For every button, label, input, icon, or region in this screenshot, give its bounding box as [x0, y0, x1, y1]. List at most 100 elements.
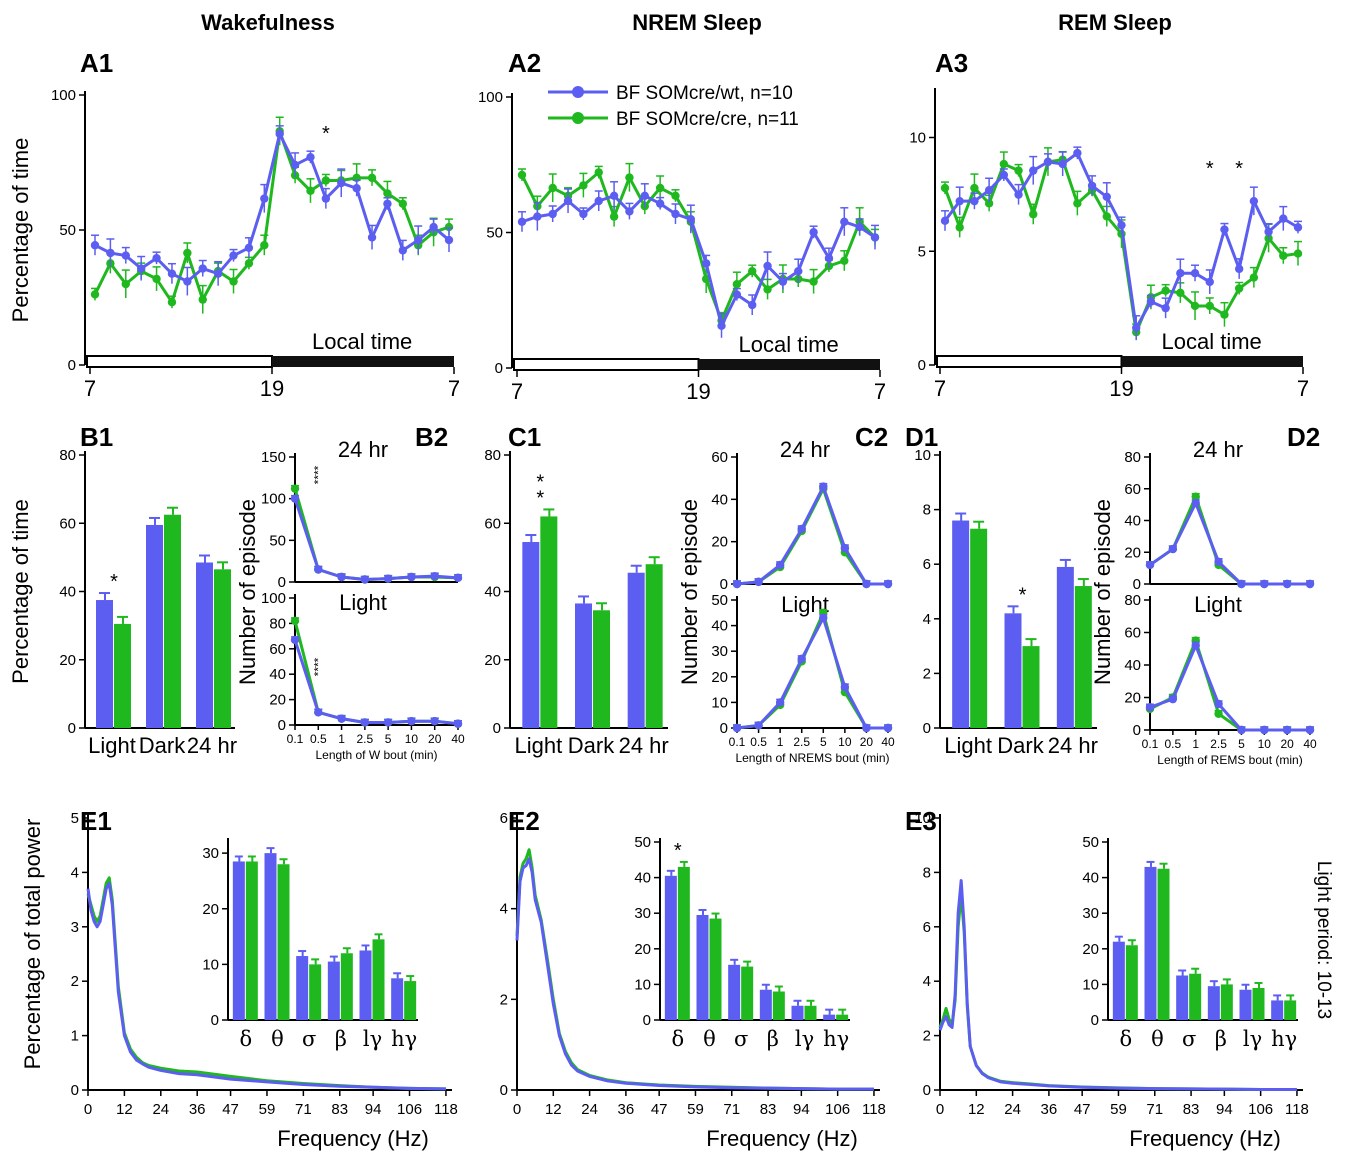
panel-a3-series-cre-point [955, 223, 964, 232]
panel-e1-inset-y-tick-label: 20 [202, 901, 219, 918]
panel-a2-series-wt-point [671, 209, 680, 219]
panel-b2-24hr-y-tick-label: 150 [261, 449, 286, 466]
panel-c1-y-tick-label: 40 [484, 584, 501, 601]
panel-a3-series-wt-point [1234, 264, 1244, 274]
panel-a1-series-wt-point [136, 264, 146, 273]
panel-label-c2: C2 [855, 422, 888, 452]
panel-e2-inset-y-tick-label: 50 [634, 834, 651, 851]
panel-d2-light-x-tick-label: 1 [1192, 737, 1199, 751]
panel-e2-inset-bar-wt [823, 1014, 836, 1020]
panel-e2-x-tick-label: 71 [723, 1101, 740, 1118]
panel-b2-light-series-wt-point [407, 716, 416, 726]
panel-d2-light-series-cre-point [1214, 709, 1223, 718]
panel-e2-x-tick-label: 47 [651, 1101, 668, 1118]
panel-d2-24hr-series-wt-point [1168, 544, 1178, 554]
panel-a1-series-wt-line [94, 132, 450, 283]
panel-c1-category-label: Light [514, 733, 562, 758]
panel-b2-light-series-wt-point [453, 719, 463, 728]
panel-b2-light-y-tick-label: 40 [269, 666, 286, 683]
panel-a1-series-wt-point [352, 184, 361, 193]
panel-e1-inset-bar-cre [372, 939, 385, 1020]
panel-a3-significance-star: * [1206, 158, 1214, 180]
panel-a1-series-cre-point [260, 241, 269, 250]
panel-e2-x-tick-label: 106 [825, 1101, 850, 1118]
panel-a3-series-cre-point [1249, 273, 1259, 282]
panel-e3-x-tick-label: 47 [1074, 1101, 1091, 1118]
panel-a3-series-cre-point [1102, 212, 1111, 221]
panel-a3-series-cre-point [1205, 301, 1214, 311]
panel-a2-series-cre-point [517, 170, 527, 180]
panel-a1-series-wt-point [244, 243, 254, 253]
panel-e3-inset-category-label: lγ [1243, 1027, 1262, 1051]
panel-label-a2: A2 [508, 48, 541, 78]
panel-e3-y-tick-label: 10 [914, 810, 931, 827]
panel-e3-y-tick-label: 8 [923, 864, 931, 881]
panel-d2-light-y-tick-label: 0 [1133, 722, 1141, 739]
header-rem: REM Sleep [1058, 10, 1172, 35]
panel-a2-series-wt-point [609, 191, 619, 200]
panel-e3-y-tick-label: 6 [923, 919, 931, 936]
panel-e1-inset-bar-wt [232, 861, 245, 1020]
panel-b2-light-y-tick-label: 0 [278, 717, 286, 734]
panel-a2-series-wt-point [870, 233, 880, 242]
panel-a2-series-wt-point [640, 191, 649, 200]
panel-a3-series-wt-point [1043, 157, 1053, 167]
panel-e3-x-tick-label: 24 [1004, 1101, 1021, 1118]
panel-e2-inset-category-label: lγ [795, 1027, 814, 1051]
panel-e1-inset-bar-wt [264, 853, 277, 1020]
panel-e2-x-tick-label: 94 [793, 1101, 810, 1118]
panel-c2-24hr-y-tick-label: 60 [711, 449, 728, 466]
panel-d2-light-y-tick-label: 60 [1124, 625, 1141, 642]
panel-e1-y-tick-label: 3 [71, 919, 79, 936]
panel-a1-series-wt-point [198, 264, 207, 273]
panel-b2-light-series-wt-point [290, 635, 300, 645]
panel-a2-y-tick-label: 100 [478, 89, 503, 106]
panel-a1-light-band [86, 355, 273, 368]
panel-e1-y-tick-label: 0 [71, 1082, 79, 1099]
panel-b2-24hr-series-wt-point [360, 575, 370, 584]
panel-e2-y-tick-label: 6 [500, 810, 508, 827]
panel-a2-series-wt-line [521, 194, 876, 328]
panel-a2-dark-band [698, 359, 880, 370]
panel-e3-inset-category-label: θ [1151, 1027, 1164, 1051]
panel-c2-light-series-wt-point [732, 723, 742, 733]
panel-a2-series-wt-point [840, 217, 849, 226]
panel-d2-24hr-y-tick-label: 20 [1124, 544, 1141, 561]
panel-b2-light-title: Light [339, 590, 387, 615]
panel-a3-y-tick-label: 10 [909, 130, 926, 147]
panel-a3-series-wt-point [1176, 269, 1185, 278]
panel-c2-light-series-wt-point [840, 682, 850, 692]
panel-a3-series-wt-point [1073, 148, 1082, 158]
panel-e1-x-tick-label: 12 [116, 1101, 133, 1118]
panel-a2-series-wt-point [809, 228, 818, 237]
panel-a3-series-cre-point [1234, 284, 1244, 293]
panel-e3-x-tick-label: 83 [1183, 1101, 1200, 1118]
panel-e3-inset-y-tick-label: 20 [1082, 941, 1099, 958]
panel-d1-category-label: Dark [997, 733, 1044, 758]
panel-a1-series-cre-point [244, 259, 254, 268]
panel-e1-inset-bar-cre [404, 981, 417, 1020]
panel-e2-spectrum-cre [515, 848, 874, 1091]
panel-d1-y-tick-label: 6 [923, 556, 931, 573]
panel-e2-y-tick-label: 0 [500, 1082, 508, 1099]
panel-b1-bar-wt [96, 600, 113, 728]
panel-e3-x-tick-label: 59 [1110, 1101, 1127, 1118]
panel-a1-x-tick-label: 19 [260, 376, 284, 401]
panel-d2-24hr-title: 24 hr [1193, 437, 1243, 462]
panel-c2-24hr-series-wt-point [775, 560, 785, 570]
panel-b2-light-series-wt-point [360, 718, 370, 727]
panel-a3-series-wt-point [970, 196, 979, 206]
panel-c2-24hr-y-tick-label: 0 [720, 576, 728, 593]
panel-b2-24hr-series-wt-point [290, 494, 300, 503]
panel-d2-24hr-series-cre-point [1191, 492, 1200, 501]
panel-d2-light-y-tick-label: 20 [1124, 690, 1141, 707]
panel-e3-inset-y-tick-label: 30 [1082, 905, 1099, 922]
panel-b1-bar-cre [164, 514, 181, 728]
panel-b1-significance-star: * [110, 571, 118, 593]
panel-e1-inset-bar-wt [296, 956, 309, 1020]
panel-c2-24hr-series-wt-point [840, 543, 850, 553]
panel-e1-inset-bar-wt [327, 961, 340, 1020]
header-nrem: NREM Sleep [632, 10, 762, 35]
panel-d1-bar-cre [970, 528, 988, 728]
panel-a3-series-wt-point [1146, 297, 1156, 306]
